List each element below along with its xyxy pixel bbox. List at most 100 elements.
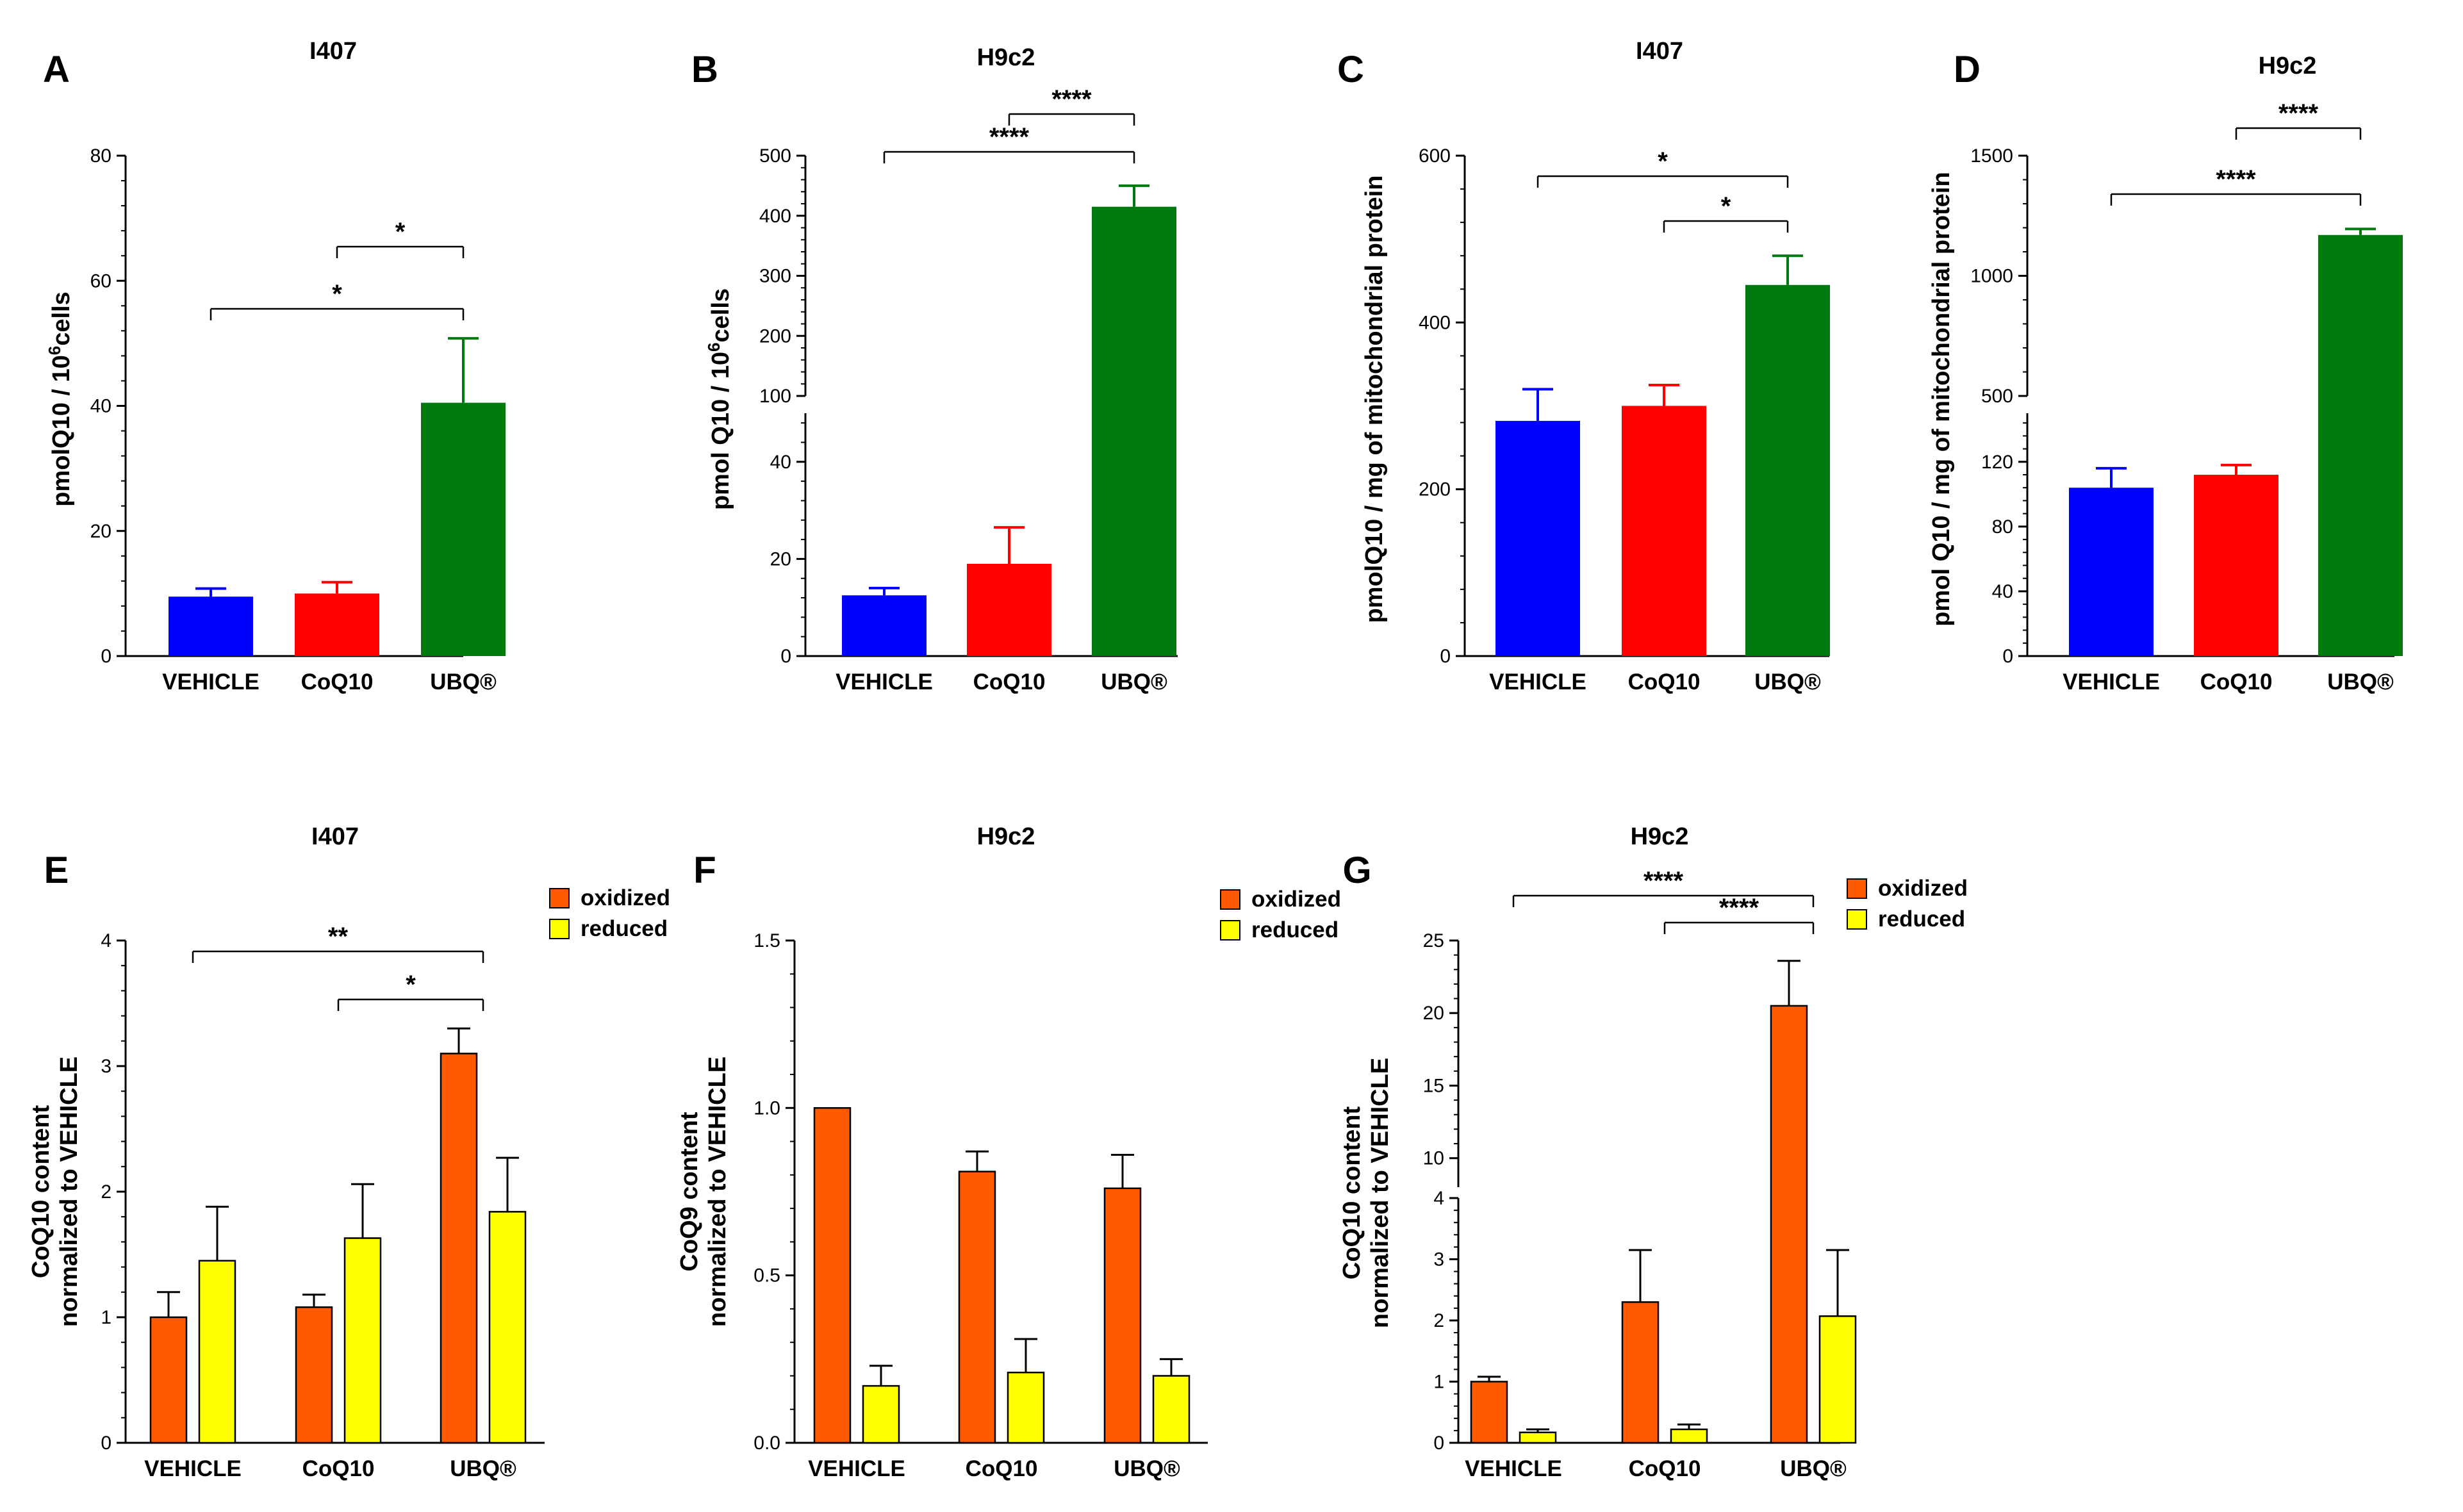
legend-label: reduced: [1251, 917, 1339, 942]
bar: [2318, 234, 2403, 656]
bar-oxidized: [1621, 1301, 1660, 1444]
bar: [1745, 284, 1830, 657]
bar-reduced: [1670, 1428, 1708, 1444]
bar-reduced: [1818, 1315, 1857, 1444]
y-axis-label-text: pmolQ10 / 10: [48, 355, 75, 507]
panel-f: F H9c2 CoQ9 contentnormalized to VEHICLE 0.…: [676, 823, 1341, 1481]
y-axis-label: pmol Q10 / mg of mitochondrial protein: [1928, 172, 1955, 626]
bar: [2069, 488, 2154, 656]
y-tick-label: 1: [1433, 1372, 1444, 1393]
bar: [1092, 206, 1176, 656]
panel-b: B H9c2 pmol Q10 / 106cells 0 20 40 100 200 300 40…: [691, 44, 1178, 694]
bar: [295, 593, 379, 656]
y-tick-label: 10: [1423, 1148, 1444, 1169]
x-tick-label: CoQ10: [1628, 670, 1701, 694]
y-tick-label: 2: [1433, 1310, 1444, 1331]
bar: [421, 402, 506, 656]
x-tick-label: CoQ10: [301, 670, 374, 694]
panel-d: D H9c2 pmol Q10 / mg of mitochondrial prot…: [1928, 49, 2403, 694]
panel-title: H9c2: [1631, 823, 1689, 850]
y-axis-label: CoQ10 contentnormalized to VEHICLE: [28, 1056, 83, 1327]
bar-oxidized: [1470, 1381, 1508, 1444]
y-tick-label: 1: [101, 1307, 111, 1328]
y-axis-label-line: CoQ9 content: [676, 1112, 703, 1271]
x-tick-label: VEHICLE: [836, 670, 933, 694]
y-tick-label: 600: [1419, 145, 1451, 167]
legend-label: oxidized: [1878, 876, 1968, 901]
bar-oxidized: [813, 1107, 852, 1444]
y-tick-label: 500: [1981, 386, 2013, 407]
x-tick-label: UBQ®: [450, 1456, 516, 1481]
panel-letter: F: [693, 850, 716, 891]
x-tick-label: CoQ10: [966, 1456, 1038, 1481]
x-tick-label: VEHICLE: [1489, 670, 1586, 694]
x-tick-label: UBQ®: [2327, 670, 2394, 694]
bar: [169, 596, 253, 656]
significance-label: *: [1721, 192, 1731, 220]
y-tick-label: 20: [1423, 1003, 1444, 1024]
y-tick-label: 1000: [1970, 266, 2013, 287]
panel-letter: C: [1337, 49, 1364, 90]
significance-label: *: [1658, 147, 1668, 176]
y-tick-label: 40: [90, 396, 111, 417]
y-axis-label-line: normalized to VEHICLE: [1367, 1058, 1394, 1328]
bar-reduced: [1007, 1371, 1045, 1444]
y-tick-label: 0: [101, 1433, 111, 1454]
y-tick-label: 80: [1992, 516, 2013, 538]
panel-title: H9c2: [977, 44, 1035, 71]
y-tick-label: 20: [770, 548, 791, 570]
legend-swatch-reduced: [1847, 909, 1867, 930]
legend-label: oxidized: [1251, 887, 1341, 912]
x-tick-label: UBQ®: [1101, 670, 1167, 694]
legend-swatch-reduced: [1220, 920, 1240, 941]
x-tick-label: UBQ®: [430, 670, 497, 694]
y-tick-label: 500: [759, 145, 791, 167]
y-axis-label: pmolQ10 / 106cells: [45, 292, 75, 507]
y-tick-label: 0: [780, 646, 791, 667]
significance-label: ****: [2278, 99, 2319, 127]
panel-title: H9c2: [2259, 53, 2317, 79]
panel-letter: A: [43, 49, 70, 90]
y-tick-label: 80: [90, 145, 111, 167]
panel-a: A I407 pmolQ10 / 106cells 0 20 40 60 80 VEHICLE C…: [43, 38, 506, 694]
y-tick-label: 0: [2002, 646, 2013, 667]
x-tick-label: UBQ®: [1780, 1456, 1847, 1481]
x-tick-label: UBQ®: [1114, 1456, 1180, 1481]
y-axis-label-exponent: 6: [45, 346, 64, 355]
bar: [2194, 475, 2278, 656]
bar-oxidized: [1103, 1187, 1142, 1444]
y-tick-label: 400: [759, 206, 791, 227]
significance-label: ****: [1051, 85, 1092, 113]
y-tick-label: 0: [1433, 1433, 1444, 1454]
y-axis-label: pmolQ10 / mg of mitochondrial protein: [1361, 176, 1388, 623]
significance-label: *: [406, 971, 416, 999]
y-tick-label: 20: [90, 521, 111, 542]
y-tick-label: 200: [1419, 479, 1451, 500]
legend-swatch-oxidized: [1220, 889, 1240, 910]
y-tick-label: 15: [1423, 1075, 1444, 1096]
y-tick-label: 1.0: [754, 1097, 780, 1119]
y-tick-label: 0.5: [754, 1265, 780, 1286]
x-tick-label: VEHICLE: [2063, 670, 2160, 694]
x-tick-label: CoQ10: [973, 670, 1046, 694]
panel-letter: D: [1954, 49, 1981, 90]
significance-label: *: [395, 218, 406, 246]
x-tick-label: VEHICLE: [144, 1456, 242, 1481]
panel-title: I407: [309, 38, 357, 65]
y-axis-label-text: cells: [48, 292, 75, 346]
bar-oxidized: [1770, 1005, 1808, 1444]
x-tick-label: VEHICLE: [1465, 1456, 1562, 1481]
significance-label: **: [328, 923, 349, 951]
significance-label: ****: [989, 123, 1030, 151]
y-tick-label: 400: [1419, 312, 1451, 333]
bar: [967, 563, 1051, 656]
y-axis-label-line: normalized to VEHICLE: [56, 1056, 83, 1327]
panel-c: C I407 pmolQ10 / mg of mitochondrial prote…: [1337, 38, 1830, 694]
y-axis-label-text: cells: [707, 288, 734, 343]
legend-label: reduced: [581, 916, 668, 941]
panel-letter: E: [44, 850, 69, 891]
legend-swatch-reduced: [549, 919, 570, 939]
legend-swatch-oxidized: [1847, 878, 1867, 899]
bar-reduced: [343, 1237, 382, 1444]
x-tick-label: VEHICLE: [808, 1456, 905, 1481]
